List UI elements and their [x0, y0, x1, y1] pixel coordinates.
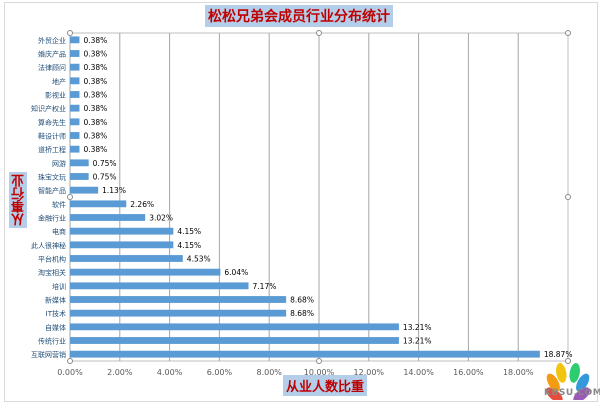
- data-label: 0.75%: [93, 173, 117, 182]
- bar: [70, 104, 80, 112]
- y-tick-label: 软件: [52, 200, 66, 209]
- bar: [70, 296, 287, 303]
- bar: [70, 50, 80, 57]
- bar: [70, 200, 127, 208]
- x-tick-label: 8.00%: [256, 368, 282, 377]
- data-label: 4.15%: [177, 227, 201, 236]
- bar: [70, 255, 183, 262]
- y-tick-label: 传统行业: [38, 337, 66, 346]
- resize-handle: [316, 358, 322, 364]
- resize-handle: [316, 30, 322, 36]
- x-tick-label: 4.00%: [157, 368, 183, 377]
- data-label: 4.15%: [177, 241, 201, 250]
- data-label: 2.26%: [130, 200, 154, 209]
- bar: [70, 350, 540, 358]
- y-tick-label: 互联网营销: [31, 350, 66, 359]
- data-label: 0.38%: [83, 132, 107, 141]
- y-tick-label: 婚庆产品: [38, 50, 66, 59]
- data-label: 8.68%: [290, 296, 314, 305]
- y-tick-label: 电商: [52, 227, 66, 236]
- y-tick-label: 影视业: [45, 91, 66, 100]
- x-tick-label: 16.00%: [453, 368, 484, 377]
- resize-handle: [67, 194, 73, 200]
- y-tick-label: 网游: [52, 159, 66, 168]
- data-label: 0.38%: [83, 145, 107, 154]
- bar: [70, 77, 80, 85]
- x-axis-title: 从业人数比重: [283, 375, 368, 396]
- bar: [70, 241, 174, 249]
- bar: [70, 309, 287, 317]
- x-tick-label: 14.00%: [403, 368, 434, 377]
- y-tick-label: 珠宝文玩: [38, 173, 66, 182]
- y-tick-label: 平台机构: [38, 255, 66, 264]
- bar: [70, 214, 146, 221]
- bar: [70, 186, 99, 194]
- data-label: 4.53%: [187, 255, 211, 264]
- bar: [70, 337, 399, 344]
- bar: [70, 173, 89, 180]
- y-tick-label: 新媒体: [45, 296, 66, 305]
- bar: [70, 91, 80, 98]
- y-tick-label: 淘宝相关: [38, 268, 66, 277]
- x-tick-label: 10.00%: [304, 368, 335, 377]
- data-label: 1.13%: [102, 186, 126, 195]
- y-tick-label: 鞋设计师: [38, 132, 66, 141]
- y-tick-label: 地产: [52, 77, 66, 86]
- y-tick-label: 知识产权业: [31, 104, 66, 113]
- peacock-logo-icon: [546, 363, 590, 400]
- x-tick-label: 0.00%: [57, 368, 83, 377]
- bar: [70, 323, 399, 331]
- data-label: 6.04%: [224, 268, 248, 277]
- y-tick-label: 外贸企业: [38, 36, 66, 45]
- y-tick-label: 算命先生: [38, 118, 66, 127]
- resize-handle: [565, 358, 571, 364]
- data-label: 0.38%: [83, 118, 107, 127]
- data-label: 13.21%: [403, 323, 432, 332]
- bar: [70, 268, 221, 276]
- bar: [70, 159, 89, 167]
- watermark-text: KBSU.COM: [544, 388, 600, 398]
- data-label: 18.87%: [544, 350, 573, 359]
- bar: [70, 282, 249, 290]
- resize-handle: [67, 358, 73, 364]
- x-tick-label: 6.00%: [207, 368, 233, 377]
- data-label: 0.38%: [83, 91, 107, 100]
- y-tick-label: 道桥工程: [38, 145, 66, 154]
- data-label: 7.17%: [253, 282, 277, 291]
- y-tick-label: 此人很神秘: [31, 241, 66, 250]
- chart-frame: [4, 2, 598, 402]
- y-tick-label: 自媒体: [45, 323, 66, 332]
- resize-handle: [565, 194, 571, 200]
- data-label: 3.02%: [149, 214, 173, 223]
- data-label: 0.38%: [83, 77, 107, 86]
- resize-handle: [565, 30, 571, 36]
- data-label: 8.68%: [290, 309, 314, 318]
- bar: [70, 145, 80, 153]
- data-label: 13.21%: [403, 337, 432, 346]
- data-label: 0.38%: [83, 63, 107, 72]
- data-label: 0.75%: [93, 159, 117, 168]
- x-tick-label: 12.00%: [354, 368, 385, 377]
- bar: [70, 132, 80, 139]
- data-label: 0.38%: [83, 50, 107, 59]
- bar: [70, 227, 174, 235]
- x-tick-label: 2.00%: [107, 368, 133, 377]
- bar: [70, 118, 80, 126]
- resize-handle: [67, 30, 73, 36]
- y-tick-label: 培训: [52, 282, 66, 291]
- x-tick-label: 18.00%: [503, 368, 534, 377]
- bar: [70, 36, 80, 44]
- chart-title: 松松兄弟会成员行业分布统计: [205, 5, 393, 27]
- bar: [70, 63, 80, 71]
- data-label: 0.38%: [83, 104, 107, 113]
- y-axis-title: 从事行业: [9, 172, 27, 228]
- y-tick-label: 法律顾问: [38, 63, 66, 72]
- y-tick-label: 智能产品: [38, 186, 66, 195]
- y-tick-label: IT技术: [46, 309, 66, 318]
- data-label: 0.38%: [83, 36, 107, 45]
- y-tick-label: 金融行业: [38, 214, 66, 223]
